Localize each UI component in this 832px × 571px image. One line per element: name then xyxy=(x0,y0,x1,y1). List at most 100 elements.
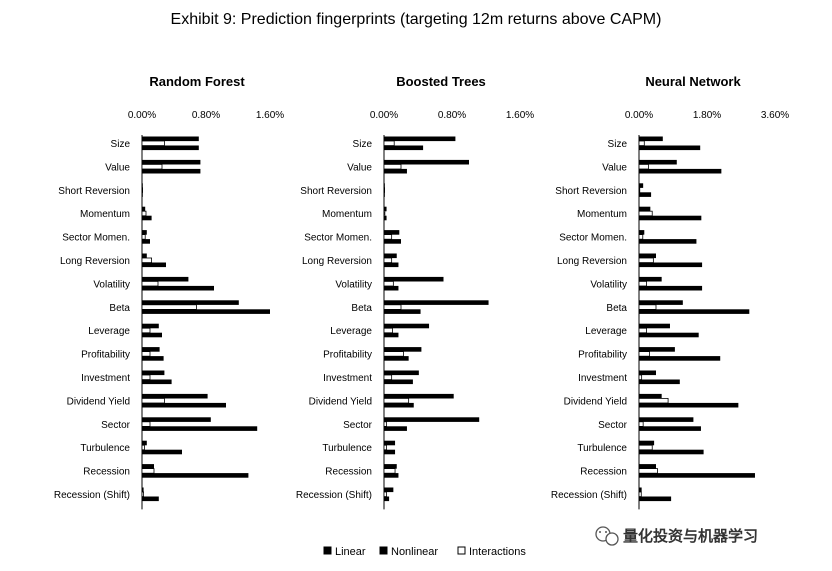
bar-nonlinear xyxy=(384,449,396,455)
bar-interactions xyxy=(141,491,144,497)
panels: Random Forest 0.00% 0.80% 1.60% Size Value Sho… xyxy=(54,74,789,510)
category-label: Value xyxy=(602,162,627,173)
category-label: Profitability xyxy=(81,350,130,361)
category-label: Investment xyxy=(323,373,372,384)
bar-interactions xyxy=(638,351,650,357)
bar-nonlinear xyxy=(384,285,399,291)
panel-title: Boosted Trees xyxy=(396,74,486,89)
bar-linear xyxy=(384,440,396,446)
category-label: Dividend Yield xyxy=(564,396,627,407)
category-label: Sector xyxy=(598,420,628,431)
bar-linear xyxy=(639,347,675,352)
bar-linear xyxy=(384,159,469,165)
bar-linear xyxy=(639,300,683,305)
bar-interactions xyxy=(141,468,155,474)
bar-linear xyxy=(384,136,456,142)
bar-linear xyxy=(384,323,430,329)
tick-label: 0.00% xyxy=(128,110,156,121)
bar-interactions xyxy=(638,397,669,404)
category-label: Volatility xyxy=(93,279,130,290)
category-label: Beta xyxy=(606,303,627,314)
bar-linear xyxy=(384,417,480,422)
bar-interactions xyxy=(638,257,654,263)
bar-interactions xyxy=(141,187,144,193)
category-label: Value xyxy=(347,162,372,173)
bar-linear xyxy=(384,464,397,469)
category-label: Volatility xyxy=(590,279,627,290)
bar-nonlinear xyxy=(142,215,152,221)
bar-nonlinear xyxy=(384,239,401,244)
bar-nonlinear xyxy=(142,168,201,174)
bar-linear xyxy=(384,206,387,212)
bar-interactions xyxy=(638,140,645,146)
category-label: Short Reversion xyxy=(300,186,372,197)
bar-linear xyxy=(142,347,160,352)
category-label: Leverage xyxy=(330,326,372,337)
tick-label: 3.60% xyxy=(761,110,789,121)
bar-interactions xyxy=(141,444,145,451)
bar-linear xyxy=(142,300,239,305)
panel-3: Neural Network 0.00% 1.80% 3.60% Size Value Sh… xyxy=(551,74,789,510)
bar-linear xyxy=(384,300,489,305)
bar-nonlinear xyxy=(142,332,162,338)
bar-interactions xyxy=(383,468,396,474)
bar-interactions xyxy=(383,374,393,380)
category-label: Sector Momen. xyxy=(62,233,130,244)
bar-interactions xyxy=(383,444,387,451)
category-label: Turbulence xyxy=(322,443,372,454)
bar-linear xyxy=(142,276,189,282)
bar-nonlinear xyxy=(384,215,387,221)
bar-interactions xyxy=(638,187,641,193)
bar-linear xyxy=(639,206,651,212)
bar-linear xyxy=(639,276,662,282)
bar-linear xyxy=(639,440,655,446)
category-label: Recession xyxy=(580,467,627,478)
bar-interactions xyxy=(638,444,653,451)
bar-linear xyxy=(142,206,146,212)
bar-nonlinear xyxy=(639,426,701,431)
category-label: Profitability xyxy=(323,350,372,361)
bar-interactions xyxy=(383,210,386,217)
bar-interactions xyxy=(383,421,387,427)
bar-nonlinear xyxy=(142,449,182,455)
bar-interactions xyxy=(141,163,163,170)
panel-title: Neural Network xyxy=(645,74,741,89)
bar-nonlinear xyxy=(384,262,399,268)
category-label: Recession xyxy=(325,467,372,478)
bar-interactions xyxy=(638,491,642,497)
category-label: Sector xyxy=(101,420,131,431)
bar-interactions xyxy=(141,210,147,217)
category-label: Dividend Yield xyxy=(67,396,130,407)
category-label: Recession xyxy=(83,467,130,478)
bar-interactions xyxy=(383,163,402,170)
category-label: Turbulence xyxy=(577,443,627,454)
tick-label: 1.60% xyxy=(506,110,534,121)
bar-nonlinear xyxy=(142,309,270,314)
bar-nonlinear xyxy=(384,402,414,408)
bar-nonlinear xyxy=(142,192,143,197)
bar-nonlinear xyxy=(639,168,722,174)
bar-interactions xyxy=(383,304,402,310)
panel-2: Boosted Trees 0.00% 0.80% 1.60% Size Value Sho… xyxy=(296,74,534,510)
category-label: Momentum xyxy=(322,209,372,220)
bar-nonlinear xyxy=(639,473,755,478)
bar-interactions xyxy=(141,280,159,287)
bar-nonlinear xyxy=(142,473,249,478)
bar-linear xyxy=(142,487,144,493)
panel-1: Random Forest 0.00% 0.80% 1.60% Size Value Sho… xyxy=(54,74,284,510)
bar-nonlinear xyxy=(639,496,672,502)
category-label: Short Reversion xyxy=(58,186,130,197)
bar-linear xyxy=(142,440,147,446)
bar-nonlinear xyxy=(384,356,409,361)
bar-interactions xyxy=(638,304,657,310)
category-label: Momentum xyxy=(80,209,130,220)
bar-interactions xyxy=(141,397,165,404)
bar-linear xyxy=(142,253,147,259)
category-label: Investment xyxy=(578,373,627,384)
bar-interactions xyxy=(383,351,404,357)
bar-linear xyxy=(384,276,444,282)
category-label: Momentum xyxy=(577,209,627,220)
bar-interactions xyxy=(141,304,197,310)
bar-linear xyxy=(142,370,165,376)
